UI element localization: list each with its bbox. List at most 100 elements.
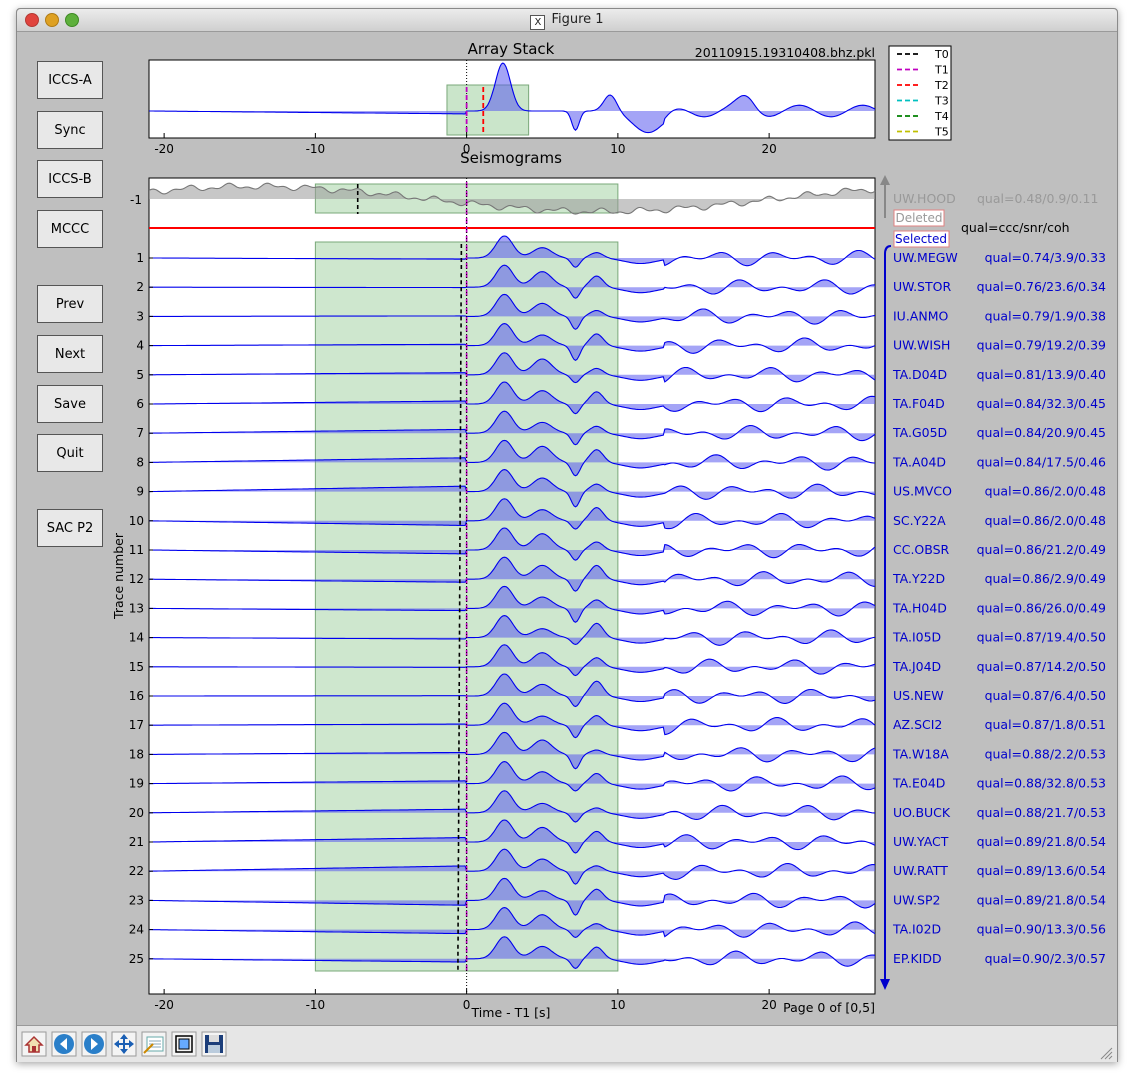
stack-trace-fill bbox=[149, 63, 875, 133]
station-label-17: AZ.SCI2 bbox=[893, 717, 942, 732]
station-label-25: EP.KIDD bbox=[893, 951, 942, 966]
stack-tick-label: -10 bbox=[306, 142, 326, 156]
qual-label-16: qual=0.87/6.4/0.50 bbox=[985, 688, 1106, 703]
seis-axes[interactable]: -112345678910111213141516171819202122232… bbox=[129, 177, 876, 1012]
stack-axes[interactable]: -20 -10 0 10 20 bbox=[148, 59, 876, 156]
trace-number-1: 1 bbox=[136, 251, 144, 265]
trace-number-14: 14 bbox=[129, 631, 144, 645]
qual-label-24: qual=0.90/13.3/0.56 bbox=[977, 922, 1106, 937]
trace-5-fill bbox=[149, 352, 875, 383]
trace-number-2: 2 bbox=[136, 280, 144, 294]
save-figure-icon[interactable] bbox=[201, 1031, 227, 1057]
deleted-qual: qual=0.48/0.9/0.11 bbox=[977, 191, 1098, 206]
home-icon[interactable] bbox=[21, 1031, 47, 1057]
prev-button[interactable]: Prev bbox=[37, 285, 103, 323]
trace-4-line bbox=[149, 323, 876, 361]
qual-label-23: qual=0.89/21.8/0.54 bbox=[977, 892, 1106, 907]
pan-icon[interactable] bbox=[111, 1031, 137, 1057]
trace-24-line bbox=[149, 907, 876, 938]
trace-14-line bbox=[149, 615, 876, 646]
stack-trace-line bbox=[149, 62, 876, 134]
trace-15-line bbox=[149, 644, 876, 677]
trace-17-line bbox=[149, 702, 876, 739]
station-label-16: US.NEW bbox=[893, 688, 944, 703]
subplots-icon[interactable] bbox=[141, 1031, 167, 1057]
station-label-23: UW.SP2 bbox=[893, 892, 940, 907]
next-button[interactable]: Next bbox=[37, 335, 103, 373]
qual-label-9: qual=0.86/2.0/0.48 bbox=[985, 484, 1106, 499]
station-label-24: TA.I02D bbox=[892, 922, 941, 937]
station-label-10: SC.Y22A bbox=[893, 513, 946, 528]
station-label-22: UW.RATT bbox=[893, 863, 948, 878]
qual-label-17: qual=0.87/1.8/0.51 bbox=[985, 717, 1106, 732]
trace-number-22: 22 bbox=[129, 864, 144, 878]
iccs-b-button[interactable]: ICCS-B bbox=[37, 160, 103, 198]
trace-8-line bbox=[149, 439, 875, 477]
resize-grip-icon[interactable] bbox=[1099, 1046, 1113, 1060]
trace-12-line bbox=[149, 556, 875, 592]
trace-6-fill bbox=[149, 382, 875, 414]
iccs-a-button[interactable]: ICCS-A bbox=[37, 61, 103, 99]
trace-18-line bbox=[149, 731, 876, 770]
close-icon[interactable] bbox=[25, 13, 39, 27]
trace-number-12: 12 bbox=[129, 572, 144, 586]
deleted-trace-number: -1 bbox=[130, 193, 142, 207]
figure-canvas[interactable]: ICCS-A Sync ICCS-B MCCC Prev Next Save Q… bbox=[17, 32, 1117, 1025]
qual-label-14: qual=0.87/19.4/0.50 bbox=[977, 630, 1106, 645]
qual-label-2: qual=0.76/23.6/0.34 bbox=[977, 279, 1106, 294]
station-label-3: IU.ANMO bbox=[893, 308, 948, 323]
selected-arrowhead bbox=[880, 979, 890, 990]
deleted-station: UW.HOOD bbox=[893, 191, 956, 206]
figure-window: X Figure 1 ICCS-A Sync ICCS-B MCCC Prev N… bbox=[16, 8, 1118, 1062]
zoom-to-rect-icon[interactable] bbox=[171, 1031, 197, 1057]
trace-number-7: 7 bbox=[136, 426, 144, 440]
window-title: X Figure 1 bbox=[17, 12, 1117, 30]
trace-21-fill bbox=[149, 820, 875, 853]
trace-4-fill bbox=[149, 323, 875, 361]
trace-number-8: 8 bbox=[136, 455, 144, 469]
qual-label-5: qual=0.81/13.9/0.40 bbox=[977, 367, 1106, 382]
quit-button[interactable]: Quit bbox=[37, 434, 103, 472]
trace-22-line bbox=[149, 848, 876, 885]
trace-21-line bbox=[149, 819, 876, 854]
maximize-icon[interactable] bbox=[65, 13, 79, 27]
deleted-arrowhead bbox=[880, 175, 890, 185]
trace-10-line bbox=[149, 498, 876, 530]
legend-label-t1: T1 bbox=[934, 64, 949, 77]
qual-label-7: qual=0.84/20.9/0.45 bbox=[977, 425, 1106, 440]
seis-title: Seismograms bbox=[460, 149, 562, 167]
stack-filename: 20110915.19310408.bhz.pkl bbox=[695, 45, 875, 60]
qual-label-18: qual=0.88/2.2/0.53 bbox=[985, 746, 1106, 761]
mccc-button[interactable]: MCCC bbox=[37, 210, 103, 248]
seis-tick-label: 10 bbox=[610, 998, 625, 1012]
save-button[interactable]: Save bbox=[37, 385, 103, 423]
trace-2-fill bbox=[149, 265, 875, 299]
stack-tick-label: 20 bbox=[761, 142, 776, 156]
stack-title: Array Stack bbox=[468, 40, 555, 58]
station-label-12: TA.Y22D bbox=[892, 571, 945, 586]
forward-icon[interactable] bbox=[81, 1031, 107, 1057]
trace-number-21: 21 bbox=[129, 835, 144, 849]
deleted-box bbox=[893, 209, 945, 227]
qual-label-3: qual=0.79/1.9/0.38 bbox=[985, 308, 1106, 323]
minimize-icon[interactable] bbox=[45, 13, 59, 27]
legend: T0 T1 T2 T3 T4 T5 bbox=[888, 45, 952, 141]
qual-label-25: qual=0.90/2.3/0.57 bbox=[985, 951, 1106, 966]
station-label-9: US.MVCO bbox=[893, 484, 952, 499]
trace-10-fill bbox=[149, 498, 875, 529]
trace-8-fill bbox=[149, 440, 875, 476]
deleted-trace-fill bbox=[149, 183, 875, 215]
sac-p2-button[interactable]: SAC P2 bbox=[37, 509, 103, 547]
sync-button[interactable]: Sync bbox=[37, 111, 103, 149]
trace-15-fill bbox=[149, 644, 875, 676]
back-icon[interactable] bbox=[51, 1031, 77, 1057]
window-title-text: Figure 1 bbox=[551, 12, 604, 27]
station-label-15: TA.J04D bbox=[892, 659, 941, 674]
seis-tick-label: -10 bbox=[306, 998, 326, 1012]
trace-13-line bbox=[149, 585, 876, 623]
trace-16-line bbox=[149, 673, 876, 708]
trace-3-line bbox=[149, 293, 876, 330]
station-label-20: UO.BUCK bbox=[893, 805, 951, 820]
trace-number-20: 20 bbox=[129, 806, 144, 820]
seis-xlabel: Time - T1 [s] bbox=[471, 1005, 551, 1020]
